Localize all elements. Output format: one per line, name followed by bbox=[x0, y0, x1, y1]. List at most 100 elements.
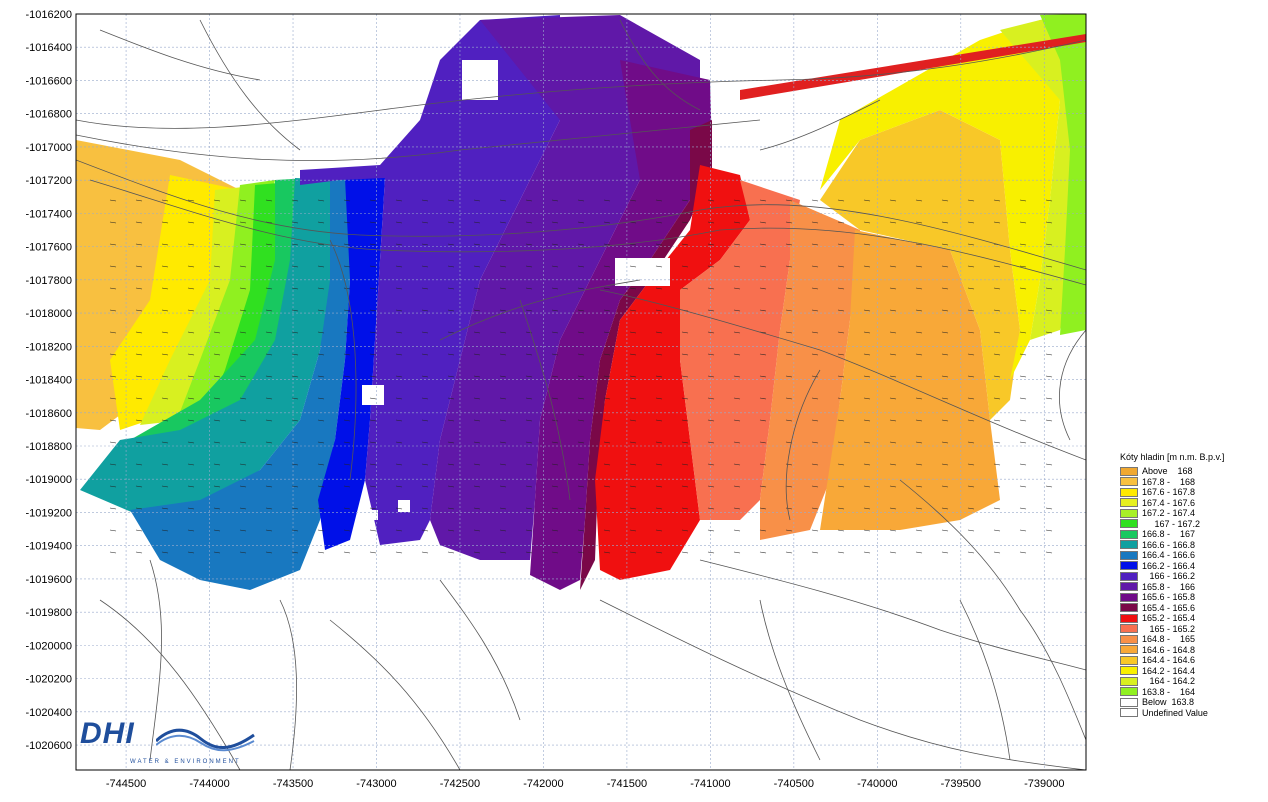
legend-swatch bbox=[1120, 603, 1138, 613]
flow-arrow bbox=[447, 265, 455, 268]
flow-arrow bbox=[265, 287, 273, 290]
flow-arrow bbox=[681, 485, 689, 488]
flow-arrow bbox=[785, 199, 793, 202]
flow-arrow bbox=[993, 507, 1001, 510]
flow-arrow bbox=[473, 529, 481, 532]
flow-arrow bbox=[681, 287, 689, 290]
flow-arrow bbox=[941, 199, 949, 202]
flow-arrow bbox=[967, 397, 975, 400]
flow-arrow bbox=[317, 419, 325, 422]
flow-arrow bbox=[109, 529, 117, 532]
flow-arrow bbox=[811, 265, 819, 268]
flow-arrow bbox=[317, 463, 325, 466]
flow-arrow bbox=[785, 221, 793, 224]
flow-arrow bbox=[265, 353, 273, 356]
flow-arrow bbox=[889, 419, 897, 422]
flow-arrow bbox=[707, 441, 715, 444]
legend-item: 164.4 - 164.6 bbox=[1120, 655, 1266, 666]
flow-arrow bbox=[707, 309, 715, 312]
flow-arrow bbox=[187, 419, 195, 422]
flow-arrow bbox=[499, 353, 507, 356]
flow-arrow bbox=[499, 287, 507, 290]
flow-arrow bbox=[135, 375, 143, 378]
flow-arrow bbox=[941, 221, 949, 224]
flow-arrow bbox=[395, 287, 403, 290]
flow-arrow bbox=[811, 221, 819, 224]
flow-arrow bbox=[733, 287, 741, 290]
flow-arrow bbox=[1019, 375, 1027, 378]
flow-arrow bbox=[655, 353, 663, 356]
flow-arrow bbox=[239, 309, 247, 312]
flow-arrow bbox=[681, 507, 689, 510]
flow-arrow bbox=[863, 463, 871, 466]
y-tick-label: -1016600 bbox=[26, 75, 73, 87]
y-tick-label: -1017200 bbox=[26, 175, 73, 187]
x-tick-label: -741500 bbox=[607, 778, 647, 790]
legend-item: 167.2 - 167.4 bbox=[1120, 508, 1266, 519]
flow-arrow bbox=[603, 199, 611, 202]
flow-arrow bbox=[941, 419, 949, 422]
flow-arrow bbox=[187, 353, 195, 356]
flow-arrow bbox=[863, 221, 871, 224]
flow-arrow bbox=[785, 375, 793, 378]
flow-arrow bbox=[343, 353, 351, 356]
flow-arrow bbox=[343, 397, 351, 400]
flow-arrow bbox=[369, 375, 377, 378]
flow-arrow bbox=[759, 265, 767, 268]
flow-arrow bbox=[499, 485, 507, 488]
flow-arrow bbox=[525, 221, 533, 224]
flow-arrow bbox=[473, 375, 481, 378]
flow-arrow bbox=[707, 463, 715, 466]
band-167-2 bbox=[175, 180, 275, 425]
flow-arrow bbox=[733, 485, 741, 488]
flow-arrow bbox=[863, 485, 871, 488]
legend-item: 166.6 - 166.8 bbox=[1120, 540, 1266, 551]
flow-arrow bbox=[863, 309, 871, 312]
flow-arrow bbox=[915, 441, 923, 444]
flow-arrow bbox=[135, 397, 143, 400]
legend-swatch bbox=[1120, 655, 1138, 665]
x-tick-label: -740500 bbox=[774, 778, 814, 790]
flow-arrow bbox=[369, 485, 377, 488]
flow-arrow bbox=[109, 265, 117, 268]
flow-arrow bbox=[837, 551, 845, 554]
flow-arrow bbox=[967, 221, 975, 224]
flow-arrow bbox=[161, 463, 169, 466]
y-tick-label: -1016200 bbox=[26, 9, 73, 21]
flow-arrow bbox=[109, 199, 117, 202]
water-level-surface bbox=[76, 14, 1086, 590]
flow-arrow bbox=[161, 287, 169, 290]
flow-arrow bbox=[499, 441, 507, 444]
flow-arrow bbox=[785, 243, 793, 246]
flow-arrow bbox=[499, 551, 507, 554]
undefined-area bbox=[368, 510, 378, 520]
flow-arrow bbox=[863, 353, 871, 356]
undefined-area bbox=[398, 500, 410, 512]
flow-arrow bbox=[187, 375, 195, 378]
flow-arrow bbox=[603, 529, 611, 532]
flow-arrow bbox=[395, 397, 403, 400]
flow-arrow bbox=[733, 199, 741, 202]
flow-arrow bbox=[941, 243, 949, 246]
flow-arrow bbox=[889, 375, 897, 378]
flow-arrow bbox=[551, 243, 559, 246]
flow-arrow bbox=[629, 485, 637, 488]
flow-arrow bbox=[967, 375, 975, 378]
flow-arrow bbox=[161, 529, 169, 532]
y-tick-label: -1017400 bbox=[26, 208, 73, 220]
flow-arrow bbox=[655, 375, 663, 378]
flow-arrow bbox=[967, 287, 975, 290]
flow-arrow bbox=[967, 485, 975, 488]
flow-arrow bbox=[629, 441, 637, 444]
flow-arrow bbox=[473, 507, 481, 510]
flow-arrow bbox=[239, 507, 247, 510]
flow-arrow bbox=[343, 419, 351, 422]
flow-arrow bbox=[239, 353, 247, 356]
flow-arrow bbox=[317, 375, 325, 378]
flow-arrow bbox=[837, 287, 845, 290]
flow-arrow bbox=[759, 419, 767, 422]
flow-arrow bbox=[265, 441, 273, 444]
flow-arrow bbox=[655, 529, 663, 532]
legend-label: 167.8 - 168 bbox=[1142, 476, 1196, 487]
flow-arrow bbox=[265, 309, 273, 312]
